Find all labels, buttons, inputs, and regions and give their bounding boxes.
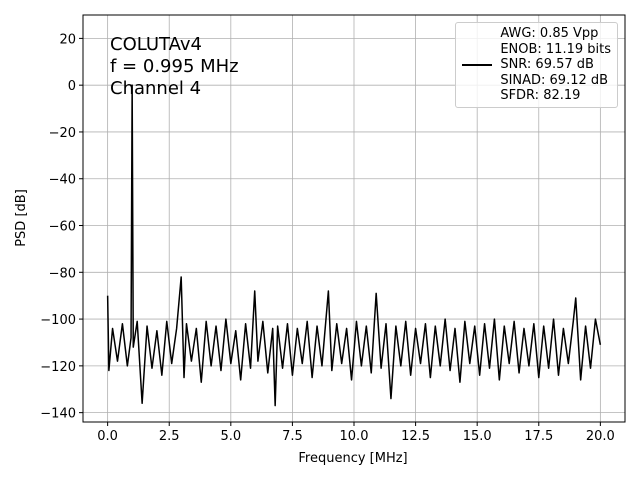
x-tick-label: 2.5	[159, 429, 180, 444]
y-tick-label: 0	[68, 79, 76, 94]
y-tick-label: −120	[40, 360, 76, 375]
x-tick-label: 15.0	[463, 429, 492, 444]
y-axis-label: PSD [dB]	[14, 189, 29, 247]
x-axis-label: Frequency [MHz]	[298, 451, 407, 466]
legend-label: AWG: 0.85 Vpp ENOB: 11.19 bits SNR: 69.5…	[500, 26, 611, 103]
y-tick-label: −80	[49, 266, 76, 281]
y-tick-label: −20	[49, 126, 76, 141]
y-tick-label: −100	[40, 313, 76, 328]
plot-frame	[82, 14, 626, 423]
x-tick-label: 7.5	[282, 429, 303, 444]
x-tick-label: 10.0	[340, 429, 369, 444]
annotation: f = 0.995 MHz	[110, 56, 239, 77]
y-tick-label: 20	[59, 32, 76, 47]
y-tick-label: −140	[40, 407, 76, 422]
y-tick-label: −40	[49, 173, 76, 188]
x-tick-label: 12.5	[401, 429, 430, 444]
x-tick-label: 0.0	[97, 429, 118, 444]
annotation: Channel 4	[110, 78, 201, 99]
annotation: COLUTAv4	[110, 34, 202, 55]
x-tick-label: 20.0	[586, 429, 615, 444]
y-tick-label: −60	[49, 220, 76, 235]
psd-line	[106, 84, 602, 407]
legend-swatch	[462, 63, 493, 66]
x-tick-label: 5.0	[220, 429, 241, 444]
legend: AWG: 0.85 Vpp ENOB: 11.19 bits SNR: 69.5…	[455, 22, 618, 108]
x-tick-label: 17.5	[524, 429, 553, 444]
